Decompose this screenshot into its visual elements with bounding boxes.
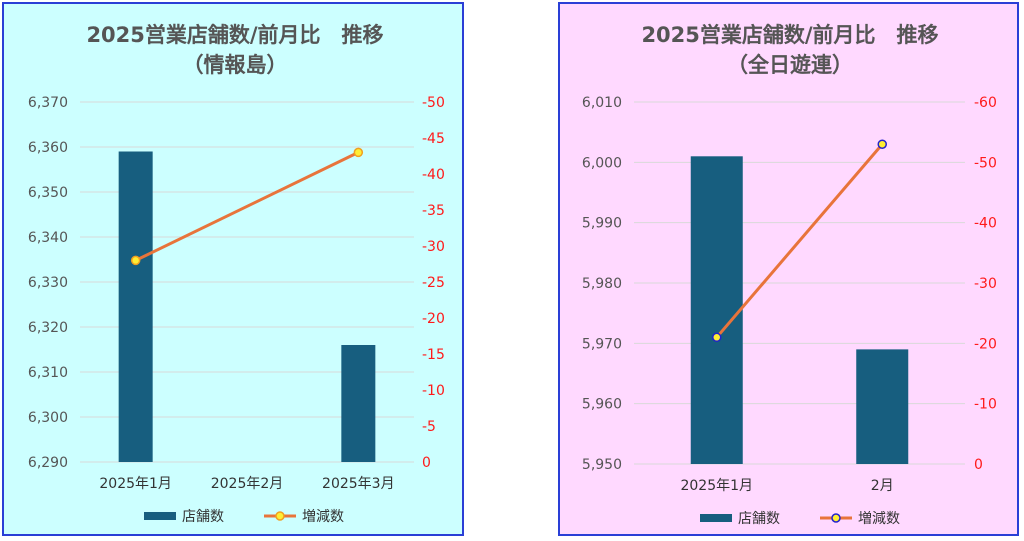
y-right-tick-label: -5 <box>422 419 436 435</box>
y-left-tick-label: 6,320 <box>28 320 68 336</box>
x-tick-label: 2月 <box>871 478 894 494</box>
bar <box>341 345 376 462</box>
y-right-tick-label: -10 <box>422 383 445 399</box>
y-right-tick-label: -35 <box>422 203 445 219</box>
y-right-tick-label: -30 <box>422 239 445 255</box>
y-right-tick-label: -15 <box>422 347 445 363</box>
legend-label: 店舗数 <box>182 509 224 525</box>
y-right-tick-label: -10 <box>974 397 997 413</box>
y-left-tick-label: 6,370 <box>28 95 68 111</box>
y-right-tick-label: -40 <box>974 216 997 232</box>
y-left-tick-label: 6,010 <box>582 95 622 111</box>
y-left-tick-label: 6,350 <box>28 185 68 201</box>
x-tick-label: 2025年3月 <box>322 476 395 492</box>
y-left-tick-label: 5,980 <box>582 276 622 292</box>
y-left-tick-label: 6,360 <box>28 140 68 156</box>
chart-panel-jouhoujima: 2025営業店舗数/前月比 推移 （情報島） 6,370 6,360 6,350 6,34… <box>2 2 464 536</box>
y-left-tick-label: 6,340 <box>28 230 68 246</box>
y-left-tick-label: 6,290 <box>28 455 68 471</box>
chart-svg: 2025営業店舗数/前月比 推移 （情報島） 6,370 6,360 6,350 6,34… <box>28 23 445 525</box>
series-line <box>135 151 359 262</box>
y-right-tick-label: -45 <box>422 131 445 147</box>
y-right-tick-label: 0 <box>974 457 983 473</box>
y-right-tick-label: -25 <box>422 275 445 291</box>
bar <box>118 151 153 462</box>
y-right-tick-label: -20 <box>974 336 997 352</box>
legend-label: 増減数 <box>302 508 344 525</box>
y-right-tick-label: -20 <box>422 311 445 327</box>
y-left-tick-label: 6,310 <box>28 365 68 381</box>
chart-panel-zennichiyuren: 2025営業店舗数/前月比 推移 （全日遊連） 6,010 6,000 5,990 5,9… <box>558 2 1019 536</box>
x-tick-label: 2025年1月 <box>680 478 753 494</box>
line-point <box>712 332 722 343</box>
y-left-tick-label: 5,970 <box>582 336 622 352</box>
chart-title: 2025営業店舗数/前月比 推移 <box>86 23 383 47</box>
line-point <box>877 139 887 149</box>
y-left-tick-label: 6,300 <box>28 410 68 426</box>
y-left-tick-label: 6,330 <box>28 275 68 291</box>
y-left-tick-label: 6,000 <box>582 155 622 171</box>
y-right-tick-label: -50 <box>422 95 445 111</box>
line-point <box>353 147 364 158</box>
y-left-tick-label: 5,960 <box>582 397 622 413</box>
series-line <box>715 143 884 339</box>
chart-subtitle: （情報島） <box>183 53 288 77</box>
x-tick-label: 2025年2月 <box>211 476 284 492</box>
y-right-tick-label: 0 <box>422 455 431 471</box>
legend-swatch-marker <box>831 513 841 523</box>
y-left-tick-label: 5,990 <box>582 216 622 232</box>
chart-subtitle: （全日遊連） <box>727 53 853 77</box>
y-right-tick-label: -60 <box>974 95 997 111</box>
y-left-tick-label: 5,950 <box>582 457 622 473</box>
line-point <box>130 255 141 266</box>
legend-label: 増減数 <box>858 510 900 527</box>
legend-swatch-bar <box>144 512 176 520</box>
chart-svg: 2025営業店舗数/前月比 推移 （全日遊連） 6,010 6,000 5,990 5,9… <box>582 23 997 527</box>
y-right-tick-label: -30 <box>974 276 997 292</box>
y-right-tick-label: -50 <box>974 155 997 171</box>
legend-swatch-bar <box>700 514 732 522</box>
chart-title: 2025営業店舗数/前月比 推移 <box>641 23 938 47</box>
legend-label: 店舗数 <box>738 511 780 527</box>
legend-swatch-marker <box>275 511 285 521</box>
bar <box>856 349 909 464</box>
y-right-tick-label: -40 <box>422 167 445 183</box>
x-tick-label: 2025年1月 <box>99 476 172 492</box>
bar <box>690 156 743 465</box>
